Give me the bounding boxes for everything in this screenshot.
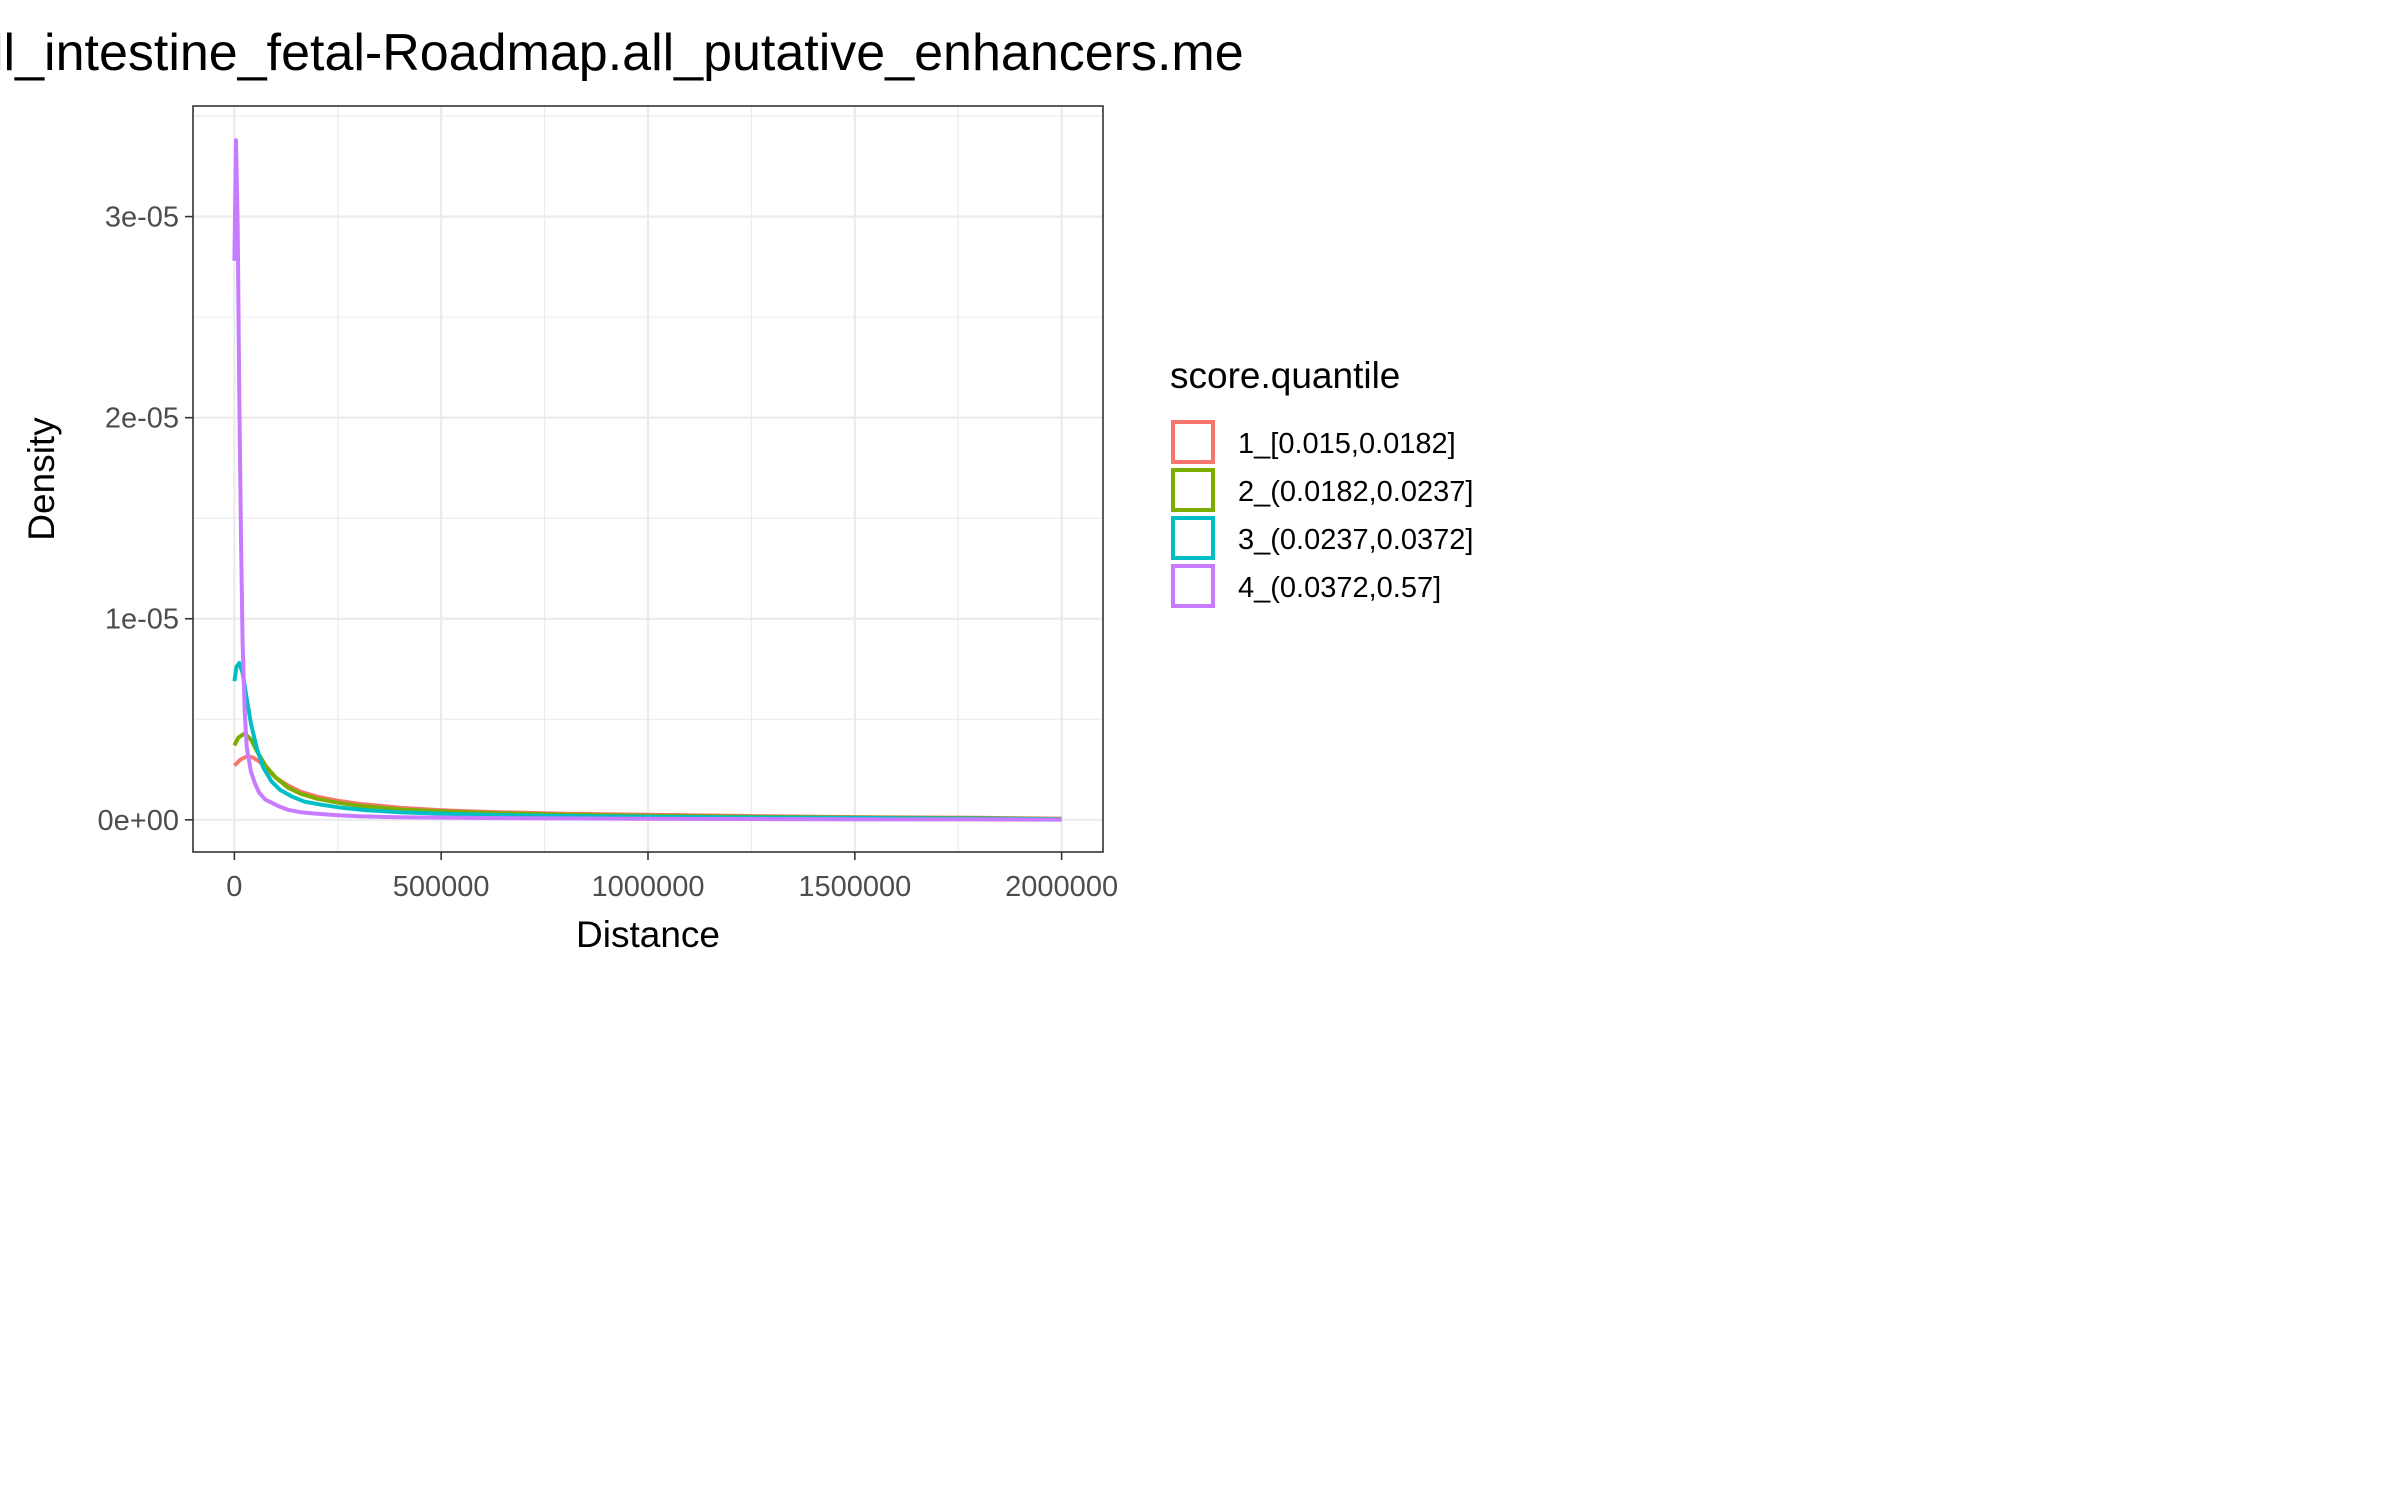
x-tick-label: 1000000: [592, 871, 705, 903]
x-axis-title: Distance: [576, 914, 720, 955]
legend-items: 1_[0.015,0.0182] 2_(0.0182,0.0237] 3_(0.02…: [1171, 420, 1473, 608]
y-tick-label: 3e-05: [105, 202, 179, 234]
legend-label-3: 3_(0.0237,0.0372]: [1238, 524, 1473, 556]
series-lines: [232, 138, 1062, 822]
legend-key-2: [1171, 468, 1215, 512]
legend-label-4: 4_(0.0372,0.57]: [1238, 572, 1441, 604]
y-axis: 0e+00 1e-05 2e-05 3e-05: [98, 202, 193, 837]
legend-label-1: 1_[0.015,0.0182]: [1238, 428, 1456, 460]
density-chart: ll_intestine_fetal-Roadmap.all_putative_…: [0, 0, 1568, 980]
y-tick-label: 1e-05: [105, 604, 179, 636]
x-tick-label: 2000000: [1005, 871, 1118, 903]
legend-label-2: 2_(0.0182,0.0237]: [1238, 476, 1473, 508]
y-tick-label: 2e-05: [105, 403, 179, 435]
x-tick-label: 0: [226, 871, 242, 903]
x-tick-label: 500000: [393, 871, 490, 903]
x-tick-label: 1500000: [798, 871, 911, 903]
major-gridlines: [193, 106, 1103, 852]
y-axis-title: Density: [21, 417, 62, 541]
legend-title: score.quantile: [1170, 355, 1400, 396]
series-line-4: [232, 138, 1062, 822]
chart-title: ll_intestine_fetal-Roadmap.all_putative_…: [0, 24, 1244, 82]
y-tick-label: 0e+00: [98, 805, 179, 837]
legend: score.quantile 1_[0.015,0.0182] 2_(0.0182…: [1170, 355, 1473, 608]
legend-key-3: [1171, 516, 1215, 560]
x-axis: 0 500000 1000000 1500000 2000000: [226, 852, 1118, 903]
legend-key-4: [1171, 564, 1215, 608]
legend-key-1: [1171, 420, 1215, 464]
